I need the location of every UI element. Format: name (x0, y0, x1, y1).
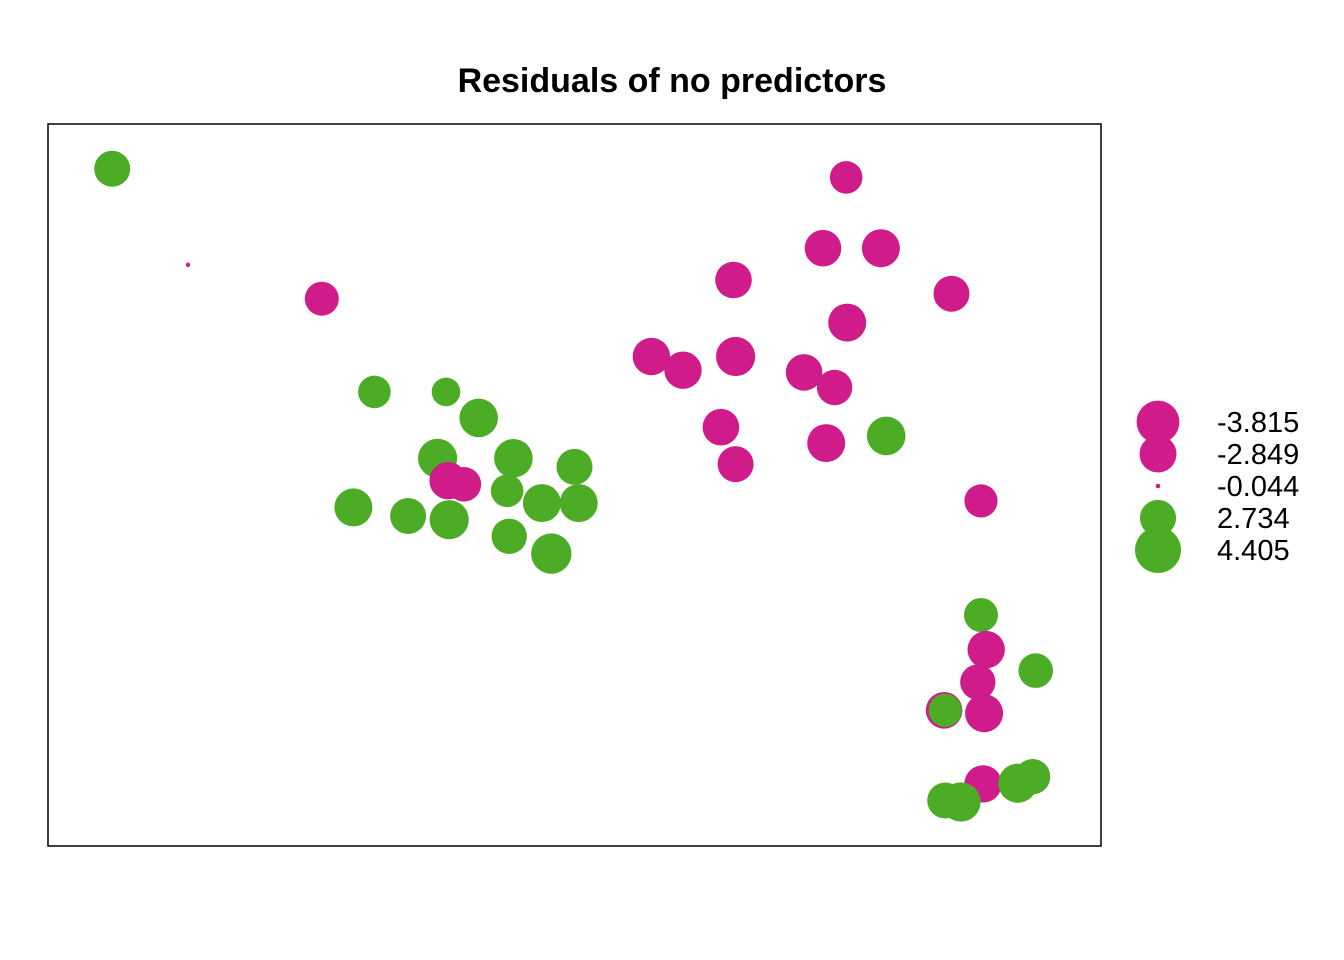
data-point-25 (632, 337, 671, 376)
data-point-44 (998, 763, 1038, 803)
legend-label-2: -0.044 (1217, 471, 1299, 503)
data-point-36 (967, 630, 1005, 669)
chart-title: Residuals of no predictors (458, 62, 887, 100)
legend-symbol-4 (1135, 527, 1181, 573)
legend-label-4: 4.405 (1217, 535, 1290, 567)
data-point-40 (965, 694, 1004, 733)
data-point-41 (928, 693, 962, 727)
legend-symbol-3 (1139, 499, 1177, 537)
data-point-3 (358, 375, 391, 409)
data-point-46 (941, 782, 981, 822)
data-point-28 (785, 354, 823, 391)
data-point-29 (816, 369, 853, 406)
data-point-13 (559, 484, 598, 523)
legend-label-1: -2.849 (1217, 439, 1299, 471)
data-point-21 (861, 229, 900, 268)
data-point-0 (94, 150, 131, 187)
data-point-37 (1018, 653, 1053, 688)
data-point-17 (491, 518, 527, 554)
data-point-11 (490, 474, 524, 508)
data-point-1 (185, 262, 191, 267)
data-point-16 (429, 500, 469, 540)
data-point-4 (431, 377, 461, 407)
data-point-32 (807, 424, 846, 463)
data-point-34 (964, 484, 998, 518)
data-point-33 (717, 446, 754, 483)
data-point-23 (933, 275, 970, 312)
data-point-10 (556, 448, 593, 485)
legend-label-3: 2.734 (1217, 503, 1290, 535)
data-point-38 (960, 664, 996, 700)
legend-symbol-1 (1139, 435, 1177, 473)
data-point-20 (804, 229, 842, 267)
data-point-27 (716, 336, 756, 377)
data-point-8 (446, 467, 482, 502)
legend-symbol-2 (1155, 483, 1161, 489)
data-point-5 (459, 398, 499, 438)
data-point-30 (702, 408, 740, 446)
legend-symbol-0 (1136, 400, 1180, 444)
data-point-26 (664, 351, 702, 389)
data-point-14 (334, 488, 373, 527)
plot-frame (47, 123, 1102, 847)
data-point-2 (304, 281, 339, 316)
data-point-9 (494, 439, 533, 478)
legend-label-0: -3.815 (1217, 407, 1299, 439)
data-point-31 (866, 416, 906, 456)
data-point-35 (964, 598, 998, 632)
points-layer (94, 150, 1053, 822)
data-point-19 (829, 161, 863, 194)
data-point-22 (715, 261, 752, 299)
data-point-24 (828, 303, 867, 342)
data-point-18 (531, 533, 572, 574)
data-point-12 (522, 484, 561, 523)
data-point-15 (390, 498, 427, 534)
